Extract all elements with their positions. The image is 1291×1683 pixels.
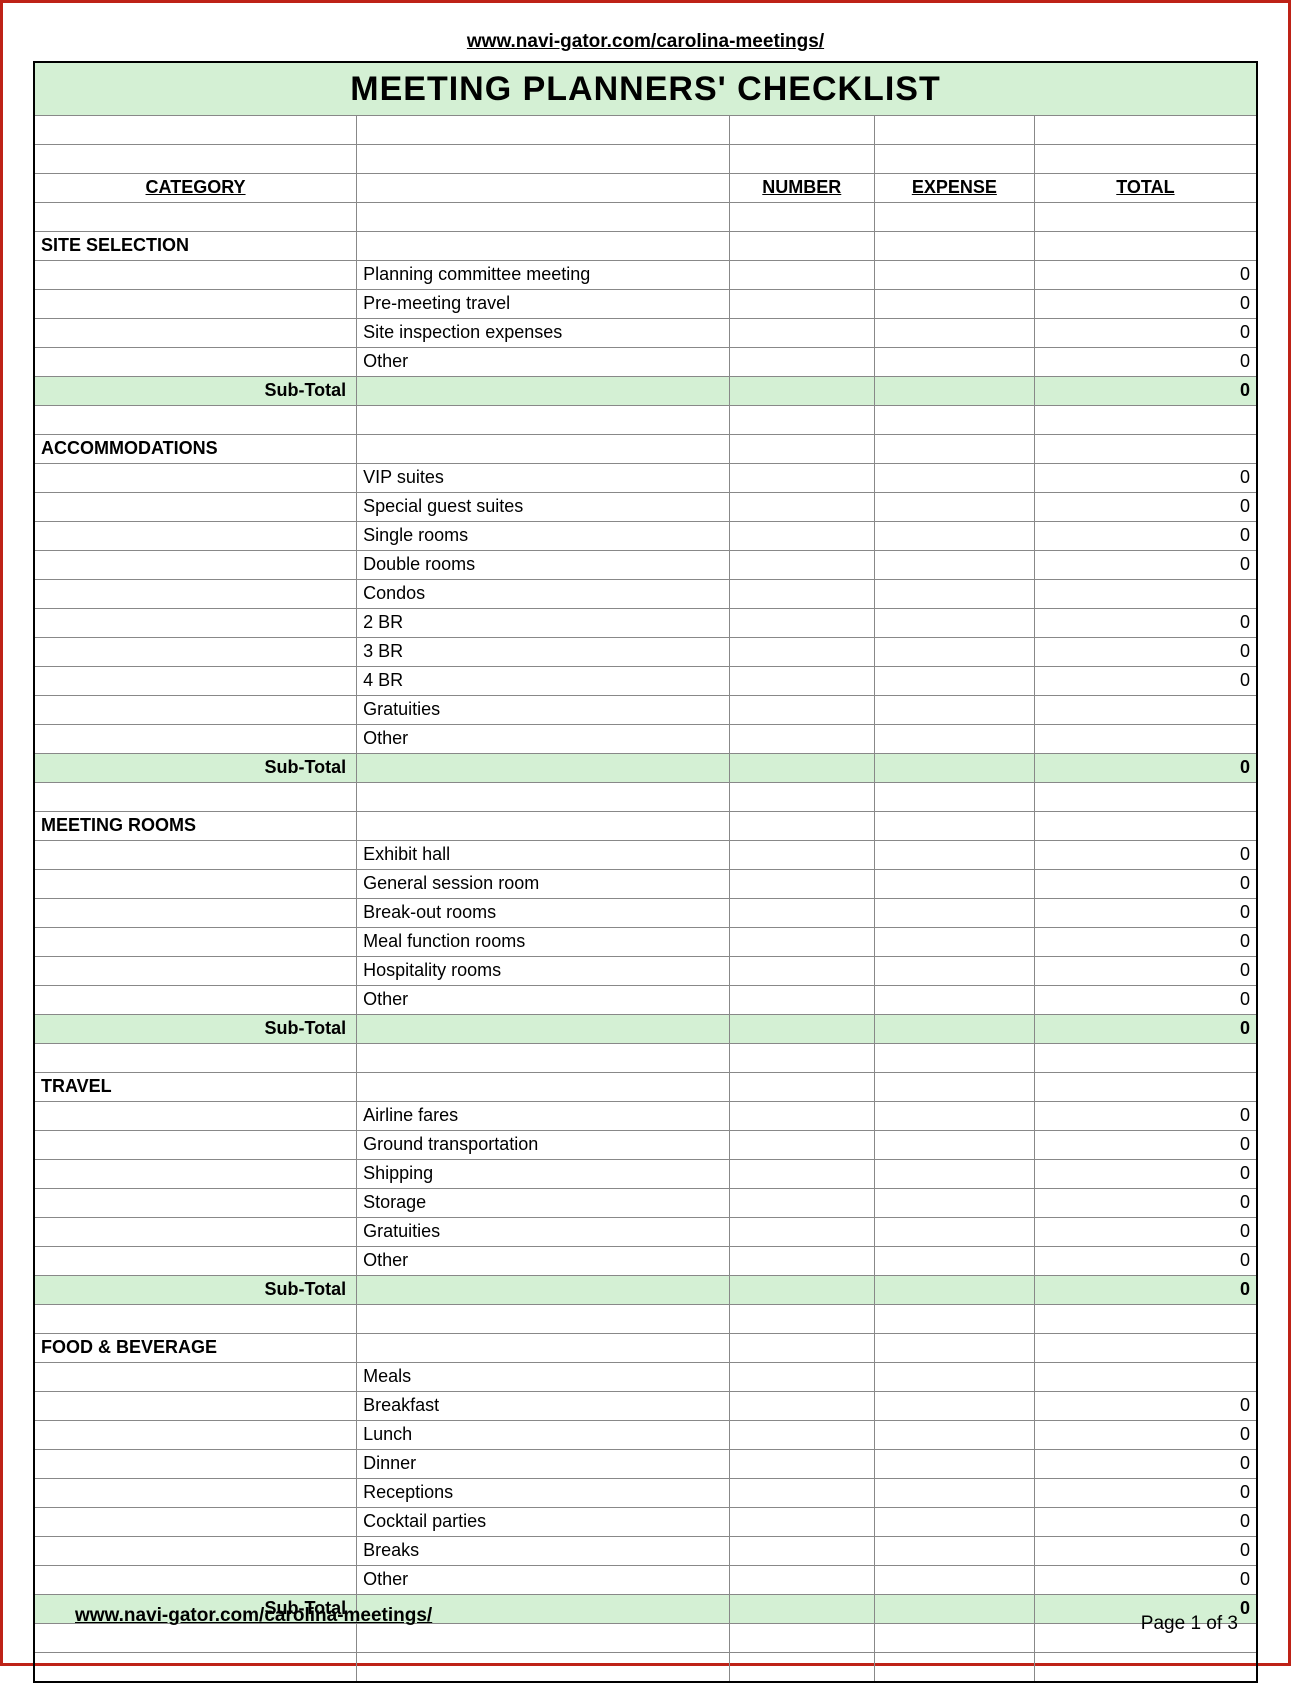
item-total: 0 [1034,1189,1257,1218]
item-label: Pre-meeting travel [357,290,730,319]
item-label: Other [357,1247,730,1276]
item-total: 0 [1034,928,1257,957]
subtotal-value: 0 [1034,377,1257,406]
item-total: 0 [1034,1508,1257,1537]
item-label: Shipping [357,1160,730,1189]
item-total: 0 [1034,986,1257,1015]
subtotal-value: 0 [1034,1015,1257,1044]
item-total: 0 [1034,1392,1257,1421]
document-frame: www.navi-gator.com/carolina-meetings/ ME… [0,0,1291,1666]
item-total: 0 [1034,1131,1257,1160]
item-total: 0 [1034,493,1257,522]
item-total: 0 [1034,841,1257,870]
item-total: 0 [1034,551,1257,580]
item-label: Breaks [357,1537,730,1566]
item-label: Other [357,1566,730,1595]
col-number: NUMBER [729,174,874,203]
subtotal-value: 0 [1034,754,1257,783]
item-total: 0 [1034,464,1257,493]
item-label: Meal function rooms [357,928,730,957]
item-label: Storage [357,1189,730,1218]
item-label: Airline fares [357,1102,730,1131]
sheet-title: MEETING PLANNERS' CHECKLIST [34,62,1257,116]
checklist-table: MEETING PLANNERS' CHECKLIST CATEGORY NUMBE… [33,61,1258,1683]
item-total: 0 [1034,1421,1257,1450]
item-label: Cocktail parties [357,1508,730,1537]
item-label: Meals [357,1363,730,1392]
item-label: Special guest suites [357,493,730,522]
item-total: 0 [1034,638,1257,667]
item-total: 0 [1034,348,1257,377]
item-label: Other [357,725,730,754]
item-label: Single rooms [357,522,730,551]
section-header: SITE SELECTION [34,232,357,261]
item-total: 0 [1034,667,1257,696]
item-label: Other [357,986,730,1015]
item-label: 3 BR [357,638,730,667]
item-label: 4 BR [357,667,730,696]
item-label: Other [357,348,730,377]
section-header: ACCOMMODATIONS [34,435,357,464]
item-total: 0 [1034,290,1257,319]
header-url: www.navi-gator.com/carolina-meetings/ [33,31,1258,53]
subtotal-label: Sub-Total [34,1276,357,1305]
item-label: Ground transportation [357,1131,730,1160]
item-label: Site inspection expenses [357,319,730,348]
item-total: 0 [1034,1450,1257,1479]
item-total [1034,1363,1257,1392]
item-total: 0 [1034,1537,1257,1566]
item-label: Hospitality rooms [357,957,730,986]
subtotal-label: Sub-Total [34,1015,357,1044]
item-total: 0 [1034,1566,1257,1595]
item-label: Condos [357,580,730,609]
item-total: 0 [1034,522,1257,551]
item-total: 0 [1034,1102,1257,1131]
item-label: Breakfast [357,1392,730,1421]
item-label: VIP suites [357,464,730,493]
subtotal-label: Sub-Total [34,754,357,783]
footer-url: www.navi-gator.com/carolina-meetings/ [75,1605,432,1627]
page-number: Page 1 of 3 [1141,1613,1238,1635]
item-label: Double rooms [357,551,730,580]
item-total [1034,696,1257,725]
subtotal-label: Sub-Total [34,377,357,406]
item-label: Lunch [357,1421,730,1450]
item-label: Break-out rooms [357,899,730,928]
col-total: TOTAL [1034,174,1257,203]
col-category: CATEGORY [34,174,357,203]
item-label: Gratuities [357,1218,730,1247]
section-header: TRAVEL [34,1073,357,1102]
item-total: 0 [1034,957,1257,986]
item-total: 0 [1034,1160,1257,1189]
item-label: Planning committee meeting [357,261,730,290]
item-total: 0 [1034,870,1257,899]
item-total: 0 [1034,1218,1257,1247]
section-header: MEETING ROOMS [34,812,357,841]
item-label: Exhibit hall [357,841,730,870]
col-expense: EXPENSE [874,174,1034,203]
item-total: 0 [1034,319,1257,348]
item-label: Gratuities [357,696,730,725]
item-total: 0 [1034,609,1257,638]
item-label: General session room [357,870,730,899]
item-total: 0 [1034,1247,1257,1276]
item-total [1034,580,1257,609]
item-total [1034,725,1257,754]
item-total: 0 [1034,1479,1257,1508]
section-header: FOOD & BEVERAGE [34,1334,357,1363]
item-label: 2 BR [357,609,730,638]
item-label: Receptions [357,1479,730,1508]
item-total: 0 [1034,899,1257,928]
item-total: 0 [1034,261,1257,290]
item-label: Dinner [357,1450,730,1479]
subtotal-value: 0 [1034,1276,1257,1305]
